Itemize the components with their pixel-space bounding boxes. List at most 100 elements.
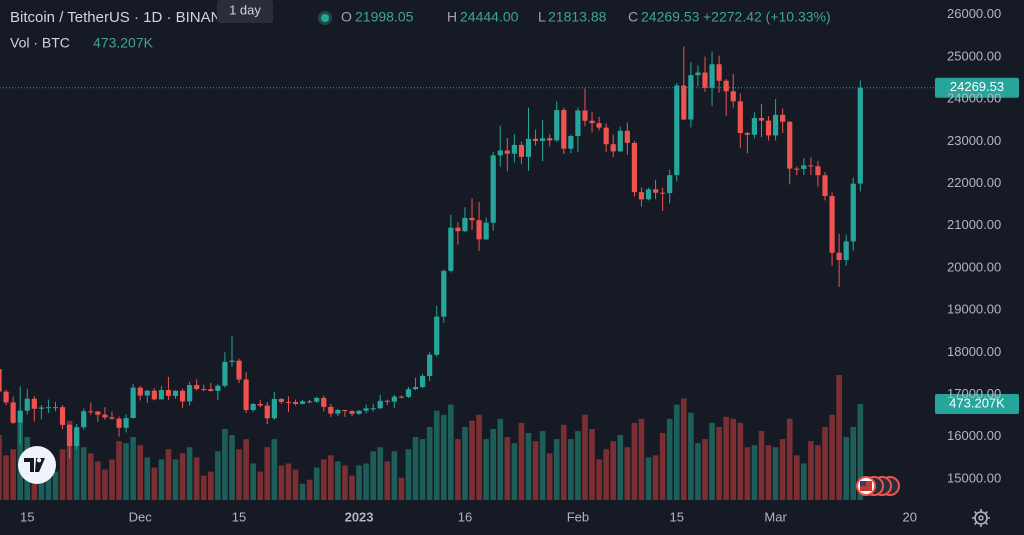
volume-bar <box>271 439 278 500</box>
candle-body <box>723 80 729 92</box>
volume-bar <box>222 428 228 500</box>
candle-body <box>52 407 59 409</box>
volume-bar <box>758 430 765 500</box>
low-value: 21813.88 <box>548 9 607 25</box>
settings-icon[interactable] <box>972 509 990 527</box>
volume-bar <box>292 469 299 500</box>
candle-body <box>3 391 9 403</box>
candle-body <box>660 192 666 194</box>
chart-title: Bitcoin / TetherUS · 1D · BINANCE <box>10 9 242 26</box>
volume-bar <box>624 447 631 500</box>
candle-body <box>780 114 786 122</box>
volume-bar <box>158 459 165 500</box>
candle-body <box>645 189 652 200</box>
volume-bar <box>716 426 722 500</box>
x-tick-label: Dec <box>129 509 153 524</box>
volume-bar <box>673 404 680 500</box>
candle-body <box>801 165 807 169</box>
candle-body <box>102 414 108 418</box>
candle-body <box>674 85 680 176</box>
volume-bar <box>666 418 673 500</box>
candle-body <box>377 400 383 409</box>
volume-bar <box>165 449 172 500</box>
candle-body <box>652 189 659 193</box>
y-tick-label: 15000.00 <box>947 470 1001 485</box>
candle-body <box>744 132 750 135</box>
volume-bar <box>278 465 285 500</box>
volume-bar <box>80 447 87 500</box>
logo-glyph <box>24 458 45 472</box>
volume-bar <box>737 422 744 500</box>
change-value: +2272.42 (+10.33%) <box>703 9 831 25</box>
volume-bar <box>306 479 313 500</box>
candle-body <box>201 389 207 391</box>
volume-bar <box>808 441 814 500</box>
candle-body <box>356 410 362 414</box>
candle-body <box>631 142 637 193</box>
volume-bar <box>419 439 426 500</box>
volume-bar <box>52 471 59 500</box>
candle-body <box>229 360 235 362</box>
volume-bar <box>10 449 16 500</box>
candle-body <box>419 375 426 388</box>
candle-body <box>123 418 129 428</box>
volume-bar <box>786 418 793 500</box>
volume-bar <box>363 463 369 500</box>
volume-bar <box>236 449 242 500</box>
volume-bar <box>631 422 638 500</box>
volume-bar <box>123 443 129 500</box>
candle-body <box>45 407 52 409</box>
volume-bar <box>377 447 384 500</box>
volume-bar <box>179 453 186 500</box>
volume-bar <box>582 414 588 500</box>
volume-bar <box>575 430 581 500</box>
candle-body <box>67 424 73 446</box>
candle-body <box>59 407 66 425</box>
close-label: C <box>628 9 638 25</box>
candle-body <box>307 401 313 403</box>
volume-bar <box>109 459 115 500</box>
candle-body <box>568 136 574 149</box>
volume-bar <box>144 457 151 500</box>
open-label: O <box>341 9 352 25</box>
volume-bar <box>483 439 489 500</box>
candle-body <box>610 144 616 152</box>
candle-body <box>130 387 136 419</box>
volume-bar <box>709 422 715 500</box>
volume-bar <box>102 469 108 500</box>
candle-body <box>427 354 433 376</box>
candle-body <box>787 121 793 169</box>
volume-bar <box>229 435 235 500</box>
volume-bar <box>200 475 207 500</box>
volume-bar <box>560 424 567 500</box>
last-price-label: 24269.53 <box>950 79 1004 94</box>
candle-body <box>215 385 221 391</box>
volume-bar <box>264 447 271 500</box>
candle-body <box>476 220 482 240</box>
volume-bar <box>822 426 828 500</box>
volume-bar <box>695 443 701 500</box>
candle-body <box>624 130 630 143</box>
candle-body <box>709 64 715 88</box>
x-tick-label: 15 <box>20 509 34 524</box>
volume-bar <box>384 461 391 500</box>
volume-bar <box>568 439 574 500</box>
candle-body <box>271 398 277 419</box>
volume-bar <box>751 445 758 500</box>
volume-bar <box>285 463 292 500</box>
candle-body <box>561 110 567 149</box>
volume-bar <box>504 437 511 500</box>
candle-body <box>243 379 249 411</box>
volume-bar <box>525 433 532 500</box>
volume-label: Vol · BTC <box>10 35 70 51</box>
candle-body <box>391 396 397 402</box>
candle-body <box>299 401 306 404</box>
candle-body <box>540 138 546 141</box>
candle-body <box>497 150 503 156</box>
volume-bar <box>638 418 645 500</box>
candle-body <box>504 150 510 154</box>
y-tick-label: 18000.00 <box>947 344 1001 359</box>
candle-body <box>144 390 150 396</box>
volume-bar <box>87 453 94 500</box>
candle-body <box>236 360 242 380</box>
